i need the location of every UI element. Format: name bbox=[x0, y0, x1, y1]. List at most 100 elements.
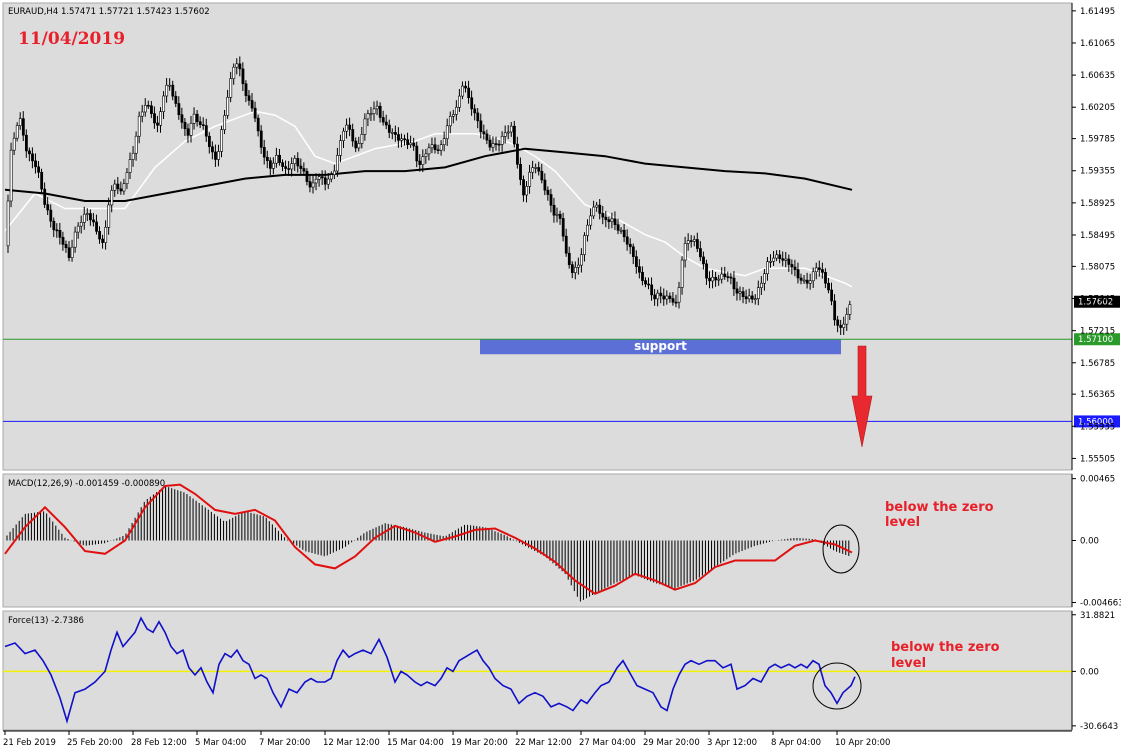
candle-body bbox=[702, 256, 705, 265]
candle-body bbox=[159, 111, 163, 126]
candle-body bbox=[372, 108, 376, 114]
time-tick-label: 29 Mar 20:00 bbox=[643, 738, 700, 748]
support-label: support bbox=[634, 339, 687, 353]
time-tick-label: 25 Feb 20:00 bbox=[67, 738, 123, 748]
candle-body bbox=[625, 236, 629, 245]
candle-body bbox=[284, 166, 288, 169]
candle-body bbox=[34, 160, 37, 168]
candle-body bbox=[70, 246, 74, 258]
candle-body bbox=[598, 204, 602, 214]
candle-body bbox=[342, 130, 346, 141]
candle-body bbox=[143, 104, 147, 113]
candle-body bbox=[67, 247, 71, 258]
price-tick-label: 1.59785 bbox=[1080, 135, 1115, 145]
candle-body bbox=[232, 66, 236, 79]
candle-body bbox=[226, 96, 230, 116]
candle-body bbox=[323, 177, 327, 185]
candle-body bbox=[528, 171, 532, 187]
candle-body bbox=[567, 252, 571, 265]
force-index-line bbox=[4, 616, 856, 724]
slow-ma-line bbox=[4, 147, 853, 202]
candle-body bbox=[695, 239, 699, 249]
candle-body bbox=[573, 267, 577, 273]
candle-body bbox=[9, 149, 13, 202]
price-tick-label: 1.55505 bbox=[1080, 454, 1115, 464]
price-axis: 1.61495 1.61065 1.60635 1.60205 1.59785 1.593… bbox=[1071, 3, 1115, 470]
candle-body bbox=[677, 287, 681, 303]
candle-body bbox=[55, 229, 59, 232]
candle-body bbox=[131, 152, 135, 160]
candle-body bbox=[336, 155, 339, 172]
macd-tick-label: 0.00465 bbox=[1080, 475, 1115, 485]
candle-body bbox=[708, 277, 712, 282]
candle-body bbox=[40, 171, 44, 190]
candle-body bbox=[808, 280, 812, 284]
candle-body bbox=[778, 254, 782, 259]
macd-highlight-circle bbox=[822, 524, 860, 574]
candle-body bbox=[580, 254, 583, 266]
candle-body bbox=[634, 256, 638, 267]
time-tick-label: 28 Feb 12:00 bbox=[131, 738, 187, 748]
candle-body bbox=[165, 84, 169, 97]
candle-body bbox=[436, 149, 440, 151]
candle-body bbox=[150, 105, 153, 114]
force-axis: 31.8821 0.00 -30.6643 bbox=[1071, 611, 1118, 732]
candle-body bbox=[317, 176, 321, 180]
candle-body bbox=[848, 304, 852, 315]
candle-body bbox=[546, 189, 550, 195]
candle-body bbox=[638, 266, 641, 273]
candle-body bbox=[512, 125, 516, 145]
force-annotation-line2: level bbox=[891, 656, 926, 671]
candle-body bbox=[421, 156, 425, 165]
candle-body bbox=[717, 278, 721, 281]
candle-body bbox=[311, 182, 315, 188]
candle-body bbox=[363, 118, 367, 135]
candle-body bbox=[387, 124, 391, 133]
candle-body bbox=[64, 244, 68, 249]
candle-body bbox=[262, 147, 266, 158]
candle-body bbox=[244, 83, 248, 97]
candle-body bbox=[238, 63, 242, 70]
price-candles bbox=[6, 56, 852, 335]
candle-body bbox=[522, 179, 525, 196]
candle-body bbox=[162, 95, 166, 112]
candle-body bbox=[680, 259, 684, 288]
candle-body bbox=[653, 294, 657, 300]
candle-body bbox=[589, 215, 593, 226]
candle-body bbox=[842, 323, 846, 328]
candle-body bbox=[125, 172, 129, 185]
candle-body bbox=[616, 224, 620, 231]
candle-body bbox=[180, 114, 184, 123]
candle-body bbox=[378, 105, 382, 118]
candle-body bbox=[314, 178, 318, 184]
target-price-tag-label: 1.56000 bbox=[1078, 417, 1113, 427]
candle-body bbox=[390, 132, 394, 134]
candle-body bbox=[583, 235, 586, 255]
candle-body bbox=[766, 261, 769, 275]
candle-body bbox=[31, 153, 34, 162]
candle-body bbox=[686, 240, 690, 244]
time-axis: 21 Feb 2019 25 Feb 20:00 28 Feb 12:00 5 Mar… bbox=[3, 730, 1072, 748]
candle-body bbox=[403, 138, 407, 141]
candle-body bbox=[98, 231, 102, 240]
candle-body bbox=[357, 143, 361, 149]
candle-body bbox=[95, 221, 98, 232]
candle-body bbox=[76, 225, 80, 233]
candle-body bbox=[631, 246, 635, 257]
candle-body bbox=[458, 95, 461, 108]
candle-body bbox=[772, 257, 776, 262]
candle-body bbox=[137, 115, 141, 137]
candle-body bbox=[177, 103, 181, 116]
candle-body bbox=[49, 209, 53, 222]
down-arrow-shape bbox=[851, 345, 873, 448]
macd-signal-polyline bbox=[4, 483, 853, 595]
candle-body bbox=[275, 154, 278, 164]
candle-body bbox=[116, 183, 120, 190]
candle-body bbox=[607, 219, 611, 222]
candle-body bbox=[21, 118, 25, 136]
candle-body bbox=[37, 166, 41, 173]
candle-body bbox=[711, 276, 715, 282]
candle-body bbox=[445, 125, 449, 139]
time-tick-label: 12 Mar 12:00 bbox=[323, 738, 380, 748]
candle-body bbox=[833, 300, 837, 321]
